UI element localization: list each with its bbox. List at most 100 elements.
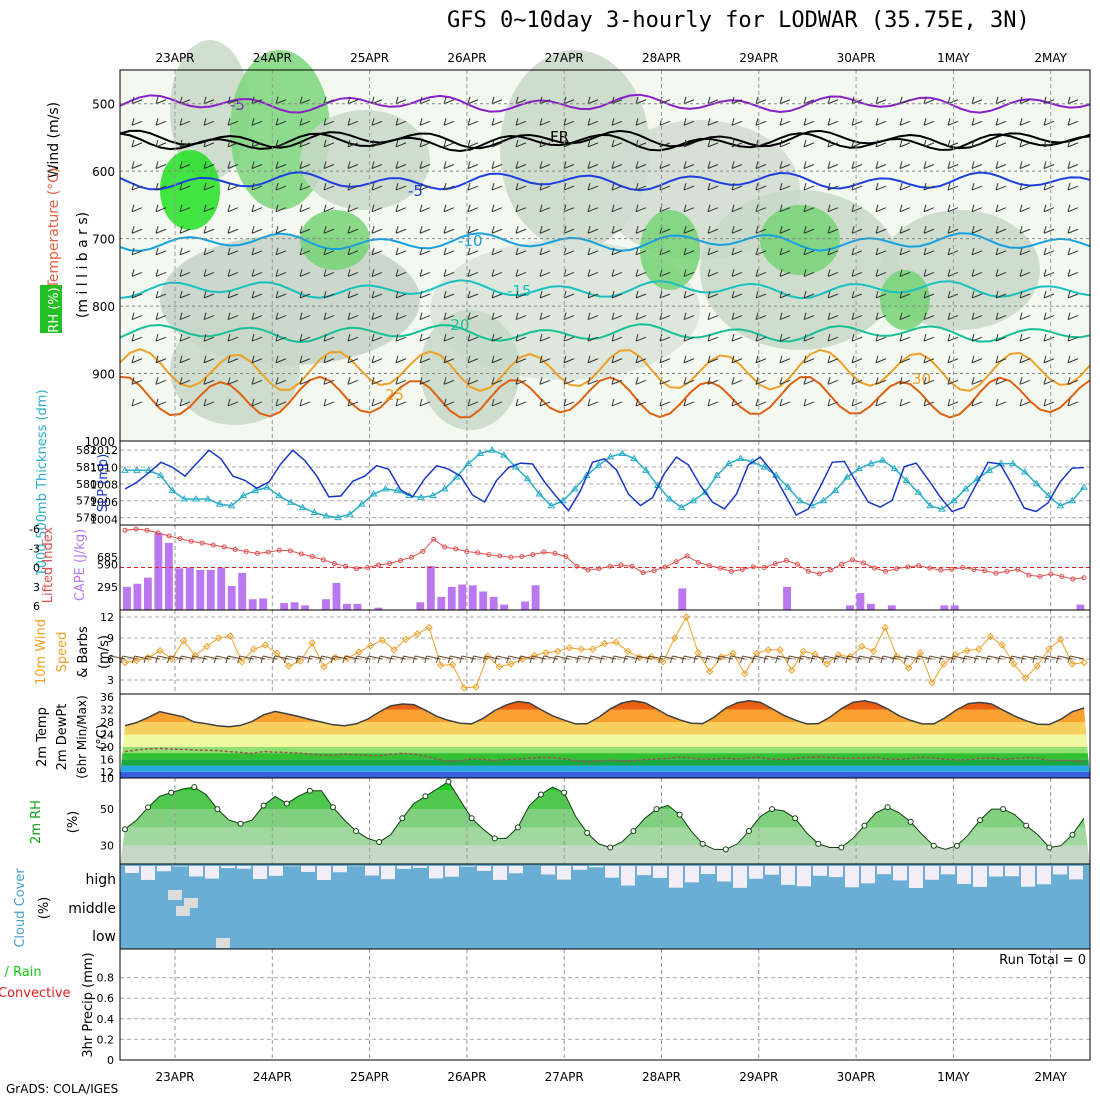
wind-barb (683, 247, 695, 256)
cloud-gap (1005, 866, 1019, 877)
wind-speed-point (811, 650, 819, 658)
wind-barb (515, 269, 527, 277)
wind-barb-10m (517, 655, 535, 664)
wind-barb (491, 377, 503, 385)
wind-barb (131, 182, 143, 191)
cloud-gap (381, 866, 395, 880)
cape-tick-label: 590 (97, 558, 118, 571)
wind-barb (443, 96, 455, 105)
wind-barb-10m (459, 655, 476, 664)
temp-tick-label: 36 (100, 691, 114, 704)
wind-speed-point (939, 660, 948, 668)
li-point (883, 568, 889, 574)
wind-barb (611, 377, 623, 385)
wind-barb (299, 269, 311, 277)
wind-barb (899, 377, 911, 385)
wind-barb (803, 398, 815, 407)
rh-point (861, 822, 868, 829)
wind-barb (419, 226, 431, 234)
wind-barb (587, 269, 599, 277)
thickness-point (298, 503, 307, 510)
wind-barb (467, 226, 479, 234)
temp-tick-label: 16 (100, 753, 114, 766)
wind-barb (1019, 377, 1031, 385)
wind-barb-10m (927, 655, 944, 664)
wind-barb (443, 312, 455, 321)
wind-barb (707, 247, 719, 256)
wind-barb (299, 204, 311, 213)
rh-color-band (120, 809, 1090, 828)
cape-bar (1076, 604, 1085, 610)
wind-barb (635, 269, 647, 277)
li-point (739, 566, 745, 572)
wind-barb (491, 355, 503, 364)
wind-barb (203, 118, 215, 126)
cape-bar (185, 567, 194, 610)
wind-barb (203, 161, 215, 169)
wind-barb-10m (260, 655, 278, 664)
wind-barb (971, 118, 983, 126)
wind-barb (731, 204, 743, 213)
li-point (993, 570, 999, 576)
wind-barb-10m (693, 655, 710, 664)
wind-barb (971, 139, 983, 148)
wind-barb (971, 398, 983, 407)
wind-barb (923, 118, 935, 126)
wind-speed-point (401, 635, 410, 644)
wind-barb (587, 96, 599, 105)
pressure-tick-label: 900 (92, 368, 115, 382)
wind-barb-10m (892, 655, 909, 664)
date-tick-label-top: 24APR (253, 51, 292, 65)
wind-barb (611, 118, 623, 126)
cloud-gap (157, 866, 171, 872)
wind-barb (443, 247, 455, 256)
cloud-gap (557, 866, 571, 880)
wind-barb (371, 355, 383, 364)
temp-color-band (120, 771, 1090, 778)
wind-barb (971, 355, 983, 364)
wind-barb (323, 355, 335, 364)
isotherm-label: 25 (385, 386, 404, 404)
wind-barb (779, 334, 791, 342)
wind-barb (131, 226, 143, 234)
wind-barb-10m (354, 655, 371, 664)
thickness-point (736, 454, 745, 462)
wind-barb (707, 161, 719, 169)
li-point (574, 563, 580, 569)
isotherm-label: -20 (445, 316, 470, 334)
cape-bar (950, 605, 959, 610)
wind-barb (515, 312, 527, 321)
wind-barb (251, 161, 263, 169)
rh-point (907, 818, 914, 825)
cape-bar (290, 602, 299, 610)
wind-speed-point (1021, 674, 1030, 682)
rh-shading-area (760, 205, 840, 275)
li-point (1037, 573, 1043, 579)
wind-barb (491, 312, 503, 321)
precip-tick-label: 0.4 (97, 1013, 115, 1026)
li-point (1015, 566, 1021, 572)
wind-axis-label-2: Speed (55, 632, 70, 673)
wind-barb (203, 204, 215, 213)
wind-speed-point (249, 645, 258, 653)
isotherm-line (119, 323, 1091, 344)
cloud-gap (141, 866, 155, 880)
rh-point (122, 826, 128, 833)
wind-barb (875, 226, 887, 234)
wind-speed-point (132, 656, 141, 665)
wind-barb-10m (552, 655, 570, 664)
wind-barb (443, 377, 455, 385)
wind-speed-point (296, 657, 305, 665)
wind-speed-point (741, 669, 749, 678)
wind-barb (923, 161, 935, 169)
thickness-point (215, 500, 224, 507)
li-point (243, 548, 249, 554)
wind-barb (563, 398, 575, 407)
wind-barb (323, 312, 335, 321)
wind-barb (155, 377, 167, 385)
wind-barb (443, 290, 455, 299)
li-point (949, 566, 955, 572)
date-tick-label-bottom: 24APR (253, 1070, 292, 1084)
cloud-gap (813, 866, 827, 876)
wind-barb (875, 377, 887, 385)
